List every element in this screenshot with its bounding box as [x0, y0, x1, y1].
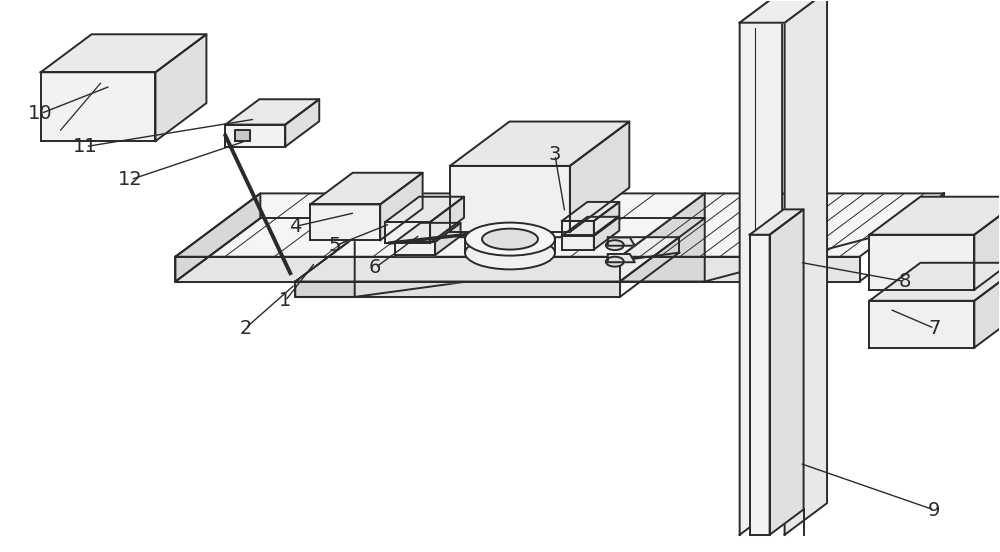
- Text: 11: 11: [73, 137, 98, 156]
- Text: 7: 7: [928, 319, 941, 338]
- Text: 2: 2: [239, 319, 252, 338]
- Polygon shape: [562, 217, 619, 236]
- Polygon shape: [620, 257, 860, 282]
- Polygon shape: [785, 0, 827, 535]
- Polygon shape: [740, 0, 827, 23]
- Polygon shape: [155, 34, 206, 141]
- Polygon shape: [41, 72, 155, 141]
- Polygon shape: [175, 193, 705, 257]
- Polygon shape: [380, 173, 423, 240]
- Text: 10: 10: [28, 104, 53, 123]
- Polygon shape: [869, 263, 1000, 301]
- Polygon shape: [974, 197, 1000, 290]
- Ellipse shape: [482, 229, 538, 250]
- Circle shape: [606, 257, 624, 267]
- Polygon shape: [608, 254, 635, 262]
- Polygon shape: [450, 121, 629, 166]
- Polygon shape: [869, 301, 974, 348]
- Polygon shape: [295, 282, 620, 297]
- Text: 12: 12: [118, 170, 143, 189]
- Text: 1: 1: [279, 291, 291, 310]
- Polygon shape: [225, 99, 319, 125]
- Ellipse shape: [465, 236, 555, 269]
- Polygon shape: [974, 263, 1000, 348]
- Polygon shape: [869, 197, 1000, 235]
- Circle shape: [606, 240, 624, 250]
- Polygon shape: [594, 202, 619, 235]
- Polygon shape: [750, 209, 804, 235]
- Polygon shape: [295, 237, 679, 282]
- Text: 8: 8: [898, 272, 911, 291]
- Polygon shape: [608, 237, 635, 246]
- Polygon shape: [225, 125, 285, 147]
- Polygon shape: [435, 223, 461, 255]
- Polygon shape: [740, 0, 782, 535]
- Polygon shape: [594, 217, 619, 250]
- Polygon shape: [385, 222, 430, 243]
- Polygon shape: [770, 209, 804, 535]
- Polygon shape: [620, 193, 705, 282]
- Polygon shape: [295, 237, 355, 297]
- Text: 6: 6: [369, 258, 381, 277]
- Polygon shape: [750, 235, 770, 535]
- Polygon shape: [41, 34, 206, 72]
- Text: 3: 3: [549, 145, 561, 164]
- Ellipse shape: [465, 222, 555, 256]
- Polygon shape: [175, 193, 260, 282]
- Polygon shape: [310, 204, 380, 240]
- Text: 9: 9: [928, 501, 941, 519]
- Polygon shape: [285, 99, 319, 147]
- Polygon shape: [562, 236, 594, 250]
- Polygon shape: [570, 121, 629, 232]
- Polygon shape: [562, 202, 619, 221]
- Polygon shape: [310, 173, 423, 204]
- Polygon shape: [175, 257, 620, 282]
- Polygon shape: [869, 235, 974, 290]
- Text: 4: 4: [289, 217, 301, 236]
- Polygon shape: [450, 166, 570, 232]
- Polygon shape: [385, 197, 464, 222]
- Polygon shape: [620, 193, 944, 257]
- Polygon shape: [430, 197, 464, 243]
- Polygon shape: [235, 130, 250, 141]
- Text: 5: 5: [329, 236, 341, 255]
- Polygon shape: [562, 221, 594, 235]
- Polygon shape: [395, 223, 461, 242]
- Polygon shape: [395, 242, 435, 255]
